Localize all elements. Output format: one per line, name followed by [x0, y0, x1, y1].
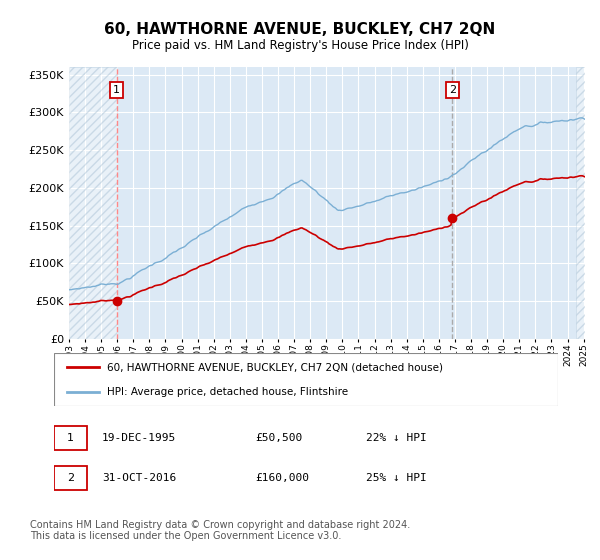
Text: 22% ↓ HPI: 22% ↓ HPI — [367, 433, 427, 443]
Text: 31-OCT-2016: 31-OCT-2016 — [102, 473, 176, 483]
Text: HPI: Average price, detached house, Flintshire: HPI: Average price, detached house, Flin… — [107, 386, 348, 396]
Text: Contains HM Land Registry data © Crown copyright and database right 2024.
This d: Contains HM Land Registry data © Crown c… — [30, 520, 410, 542]
Text: Price paid vs. HM Land Registry's House Price Index (HPI): Price paid vs. HM Land Registry's House … — [131, 39, 469, 52]
Text: 1: 1 — [113, 85, 120, 95]
Bar — [69, 67, 116, 339]
FancyBboxPatch shape — [54, 353, 558, 406]
Text: 2: 2 — [449, 85, 456, 95]
FancyBboxPatch shape — [54, 466, 87, 490]
Text: 19-DEC-1995: 19-DEC-1995 — [102, 433, 176, 443]
Text: £160,000: £160,000 — [256, 473, 310, 483]
Text: 25% ↓ HPI: 25% ↓ HPI — [367, 473, 427, 483]
FancyBboxPatch shape — [54, 426, 87, 450]
Text: £50,500: £50,500 — [256, 433, 303, 443]
Bar — [575, 67, 585, 339]
Text: 1: 1 — [67, 433, 74, 443]
Text: 60, HAWTHORNE AVENUE, BUCKLEY, CH7 2QN: 60, HAWTHORNE AVENUE, BUCKLEY, CH7 2QN — [104, 22, 496, 38]
Text: 60, HAWTHORNE AVENUE, BUCKLEY, CH7 2QN (detached house): 60, HAWTHORNE AVENUE, BUCKLEY, CH7 2QN (… — [107, 362, 443, 372]
Text: 2: 2 — [67, 473, 74, 483]
